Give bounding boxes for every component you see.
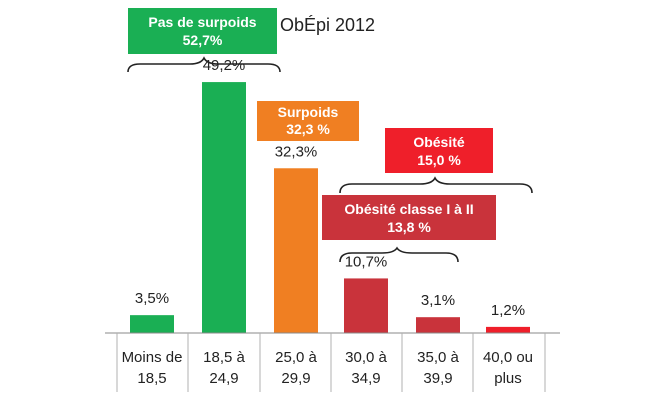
- x-tick-label: 40,0 ou: [483, 349, 533, 366]
- x-tick-label: 25,0 à: [275, 349, 317, 366]
- annotation-obesite-classe: Obésité classe I à II 13,8 %: [322, 195, 496, 263]
- annotation-box: [128, 8, 277, 54]
- x-tick-label: 30,0 à: [345, 349, 387, 366]
- x-tick-label: 35,0 à: [417, 349, 459, 366]
- annotation-line2: 32,3 %: [286, 121, 330, 137]
- annotation-box: [385, 128, 493, 173]
- annotation-line2: 15,0 %: [417, 152, 461, 168]
- annotation-obesite: Obésité 15,0 %: [339, 128, 533, 194]
- x-tick-label: 29,9: [281, 370, 310, 387]
- x-tick-label: 18,5 à: [203, 349, 245, 366]
- x-tick-label: 24,9: [209, 370, 238, 387]
- x-tick-label: 18,5: [137, 370, 166, 387]
- annotation-line1: Obésité: [413, 134, 465, 150]
- annotation-line2: 13,8 %: [387, 219, 431, 235]
- data-label: 32,3%: [275, 143, 318, 160]
- annotation-line1: Surpoids: [278, 104, 339, 120]
- annotation-pas-de-surpoids: Pas de surpoids 52,7%: [127, 8, 281, 73]
- brace: [339, 176, 533, 194]
- annotation-line2: 52,7%: [183, 32, 223, 48]
- brace: [127, 56, 281, 73]
- bar: [416, 317, 460, 333]
- data-label: 49,2%: [203, 57, 246, 74]
- bar: [486, 326, 530, 333]
- bar: [274, 168, 318, 333]
- brace: [339, 246, 459, 263]
- annotation-line1: Obésité classe I à II: [344, 201, 473, 217]
- annotation-box: [322, 195, 496, 240]
- data-label: 1,2%: [491, 302, 525, 319]
- x-tick-label: plus: [494, 370, 522, 387]
- data-label: 10,7%: [345, 253, 388, 270]
- bar: [130, 315, 174, 333]
- bar: [202, 82, 246, 333]
- data-label: 3,5%: [135, 290, 169, 307]
- x-tick-label: Moins de: [122, 349, 183, 366]
- x-tick-label: 39,9: [423, 370, 452, 387]
- bar: [344, 278, 388, 333]
- data-label: 3,1%: [421, 292, 455, 309]
- chart-title: ObÉpi 2012: [280, 15, 375, 35]
- annotation-box: [257, 101, 359, 141]
- annotation-line1: Pas de surpoids: [148, 14, 256, 30]
- x-tick-label: 34,9: [351, 370, 380, 387]
- annotation-surpoids: Surpoids 32,3 %: [257, 101, 359, 141]
